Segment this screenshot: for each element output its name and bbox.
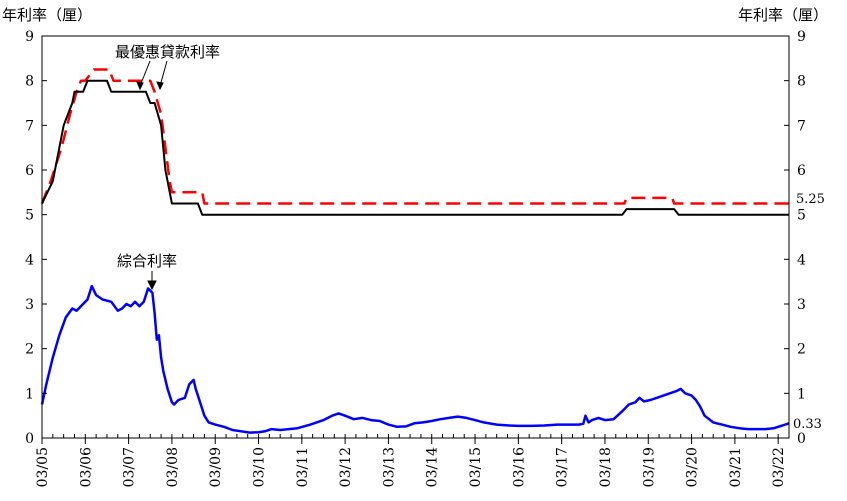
left-y-tick-label: 9 bbox=[25, 29, 34, 45]
left-y-tick-label: 2 bbox=[25, 342, 34, 358]
composite-end-value: 0.33 bbox=[793, 417, 822, 432]
prime-end-value: 5.25 bbox=[796, 192, 825, 207]
right-y-axis-title: 年利率（厘） bbox=[738, 6, 828, 24]
right-y-tick-label: 6 bbox=[797, 163, 806, 179]
left-y-tick-label: 0 bbox=[25, 431, 34, 447]
x-tick-label: 03/21 bbox=[728, 447, 744, 487]
x-tick-label: 03/14 bbox=[425, 447, 441, 487]
left-y-axis-title: 年利率（厘） bbox=[2, 6, 92, 24]
composite-rate-label: 綜合利率 bbox=[117, 252, 177, 270]
x-tick-label: 03/16 bbox=[511, 447, 527, 487]
right-y-tick-label: 4 bbox=[797, 252, 806, 268]
left-y-tick-label: 8 bbox=[25, 74, 34, 90]
right-y-tick-label: 2 bbox=[797, 342, 806, 358]
plot-frame bbox=[41, 35, 790, 439]
x-tick-label: 03/06 bbox=[78, 447, 94, 487]
left-y-tick-label: 1 bbox=[25, 386, 34, 402]
prime-rate-arrows bbox=[136, 60, 168, 91]
right-y-tick-label: 0 bbox=[797, 431, 806, 447]
composite-rate-arrow bbox=[147, 271, 157, 291]
x-tick-label: 03/15 bbox=[468, 447, 484, 487]
right-y-tick-label: 5 bbox=[797, 208, 806, 224]
x-tick-label: 03/22 bbox=[771, 447, 787, 487]
series-layer bbox=[40, 68, 790, 434]
x-tick-label: 03/10 bbox=[252, 447, 268, 487]
x-tick-label: 03/18 bbox=[598, 447, 614, 487]
left-y-tick-label: 4 bbox=[25, 252, 34, 268]
x-tick-label: 03/17 bbox=[555, 447, 571, 487]
x-tick-label: 03/09 bbox=[208, 447, 224, 487]
x-tick-label: 03/08 bbox=[165, 447, 181, 487]
series-line-composite bbox=[40, 284, 790, 434]
series-line-prime_red bbox=[40, 68, 789, 205]
right-y-tick-label: 7 bbox=[797, 118, 806, 134]
x-tick-label: 03/05 bbox=[35, 447, 51, 487]
x-tick-label: 03/12 bbox=[338, 447, 354, 487]
left-y-tick-label: 5 bbox=[25, 208, 34, 224]
series-line-prime_black bbox=[41, 79, 789, 216]
axes-layer: 0 0 1 1 2 2 3 3 4 4 5 5 6 6 7 7 8 8 9 9 03/05 03/06 03/07 03/08… bbox=[25, 29, 806, 487]
left-y-tick-label: 6 bbox=[25, 163, 34, 179]
x-tick-label: 03/11 bbox=[295, 447, 311, 487]
right-y-tick-label: 1 bbox=[797, 386, 806, 402]
x-tick-label: 03/20 bbox=[685, 447, 701, 487]
x-tick-label: 03/13 bbox=[381, 447, 397, 487]
right-y-tick-label: 3 bbox=[797, 297, 806, 313]
left-y-tick-label: 7 bbox=[25, 118, 34, 134]
left-y-tick-label: 3 bbox=[25, 297, 34, 313]
prime-rate-label: 最優惠貸款利率 bbox=[115, 43, 220, 61]
x-tick-label: 03/19 bbox=[641, 447, 657, 487]
x-tick-label: 03/07 bbox=[122, 447, 138, 487]
right-y-tick-label: 8 bbox=[797, 74, 806, 90]
right-y-tick-label: 9 bbox=[797, 29, 806, 45]
